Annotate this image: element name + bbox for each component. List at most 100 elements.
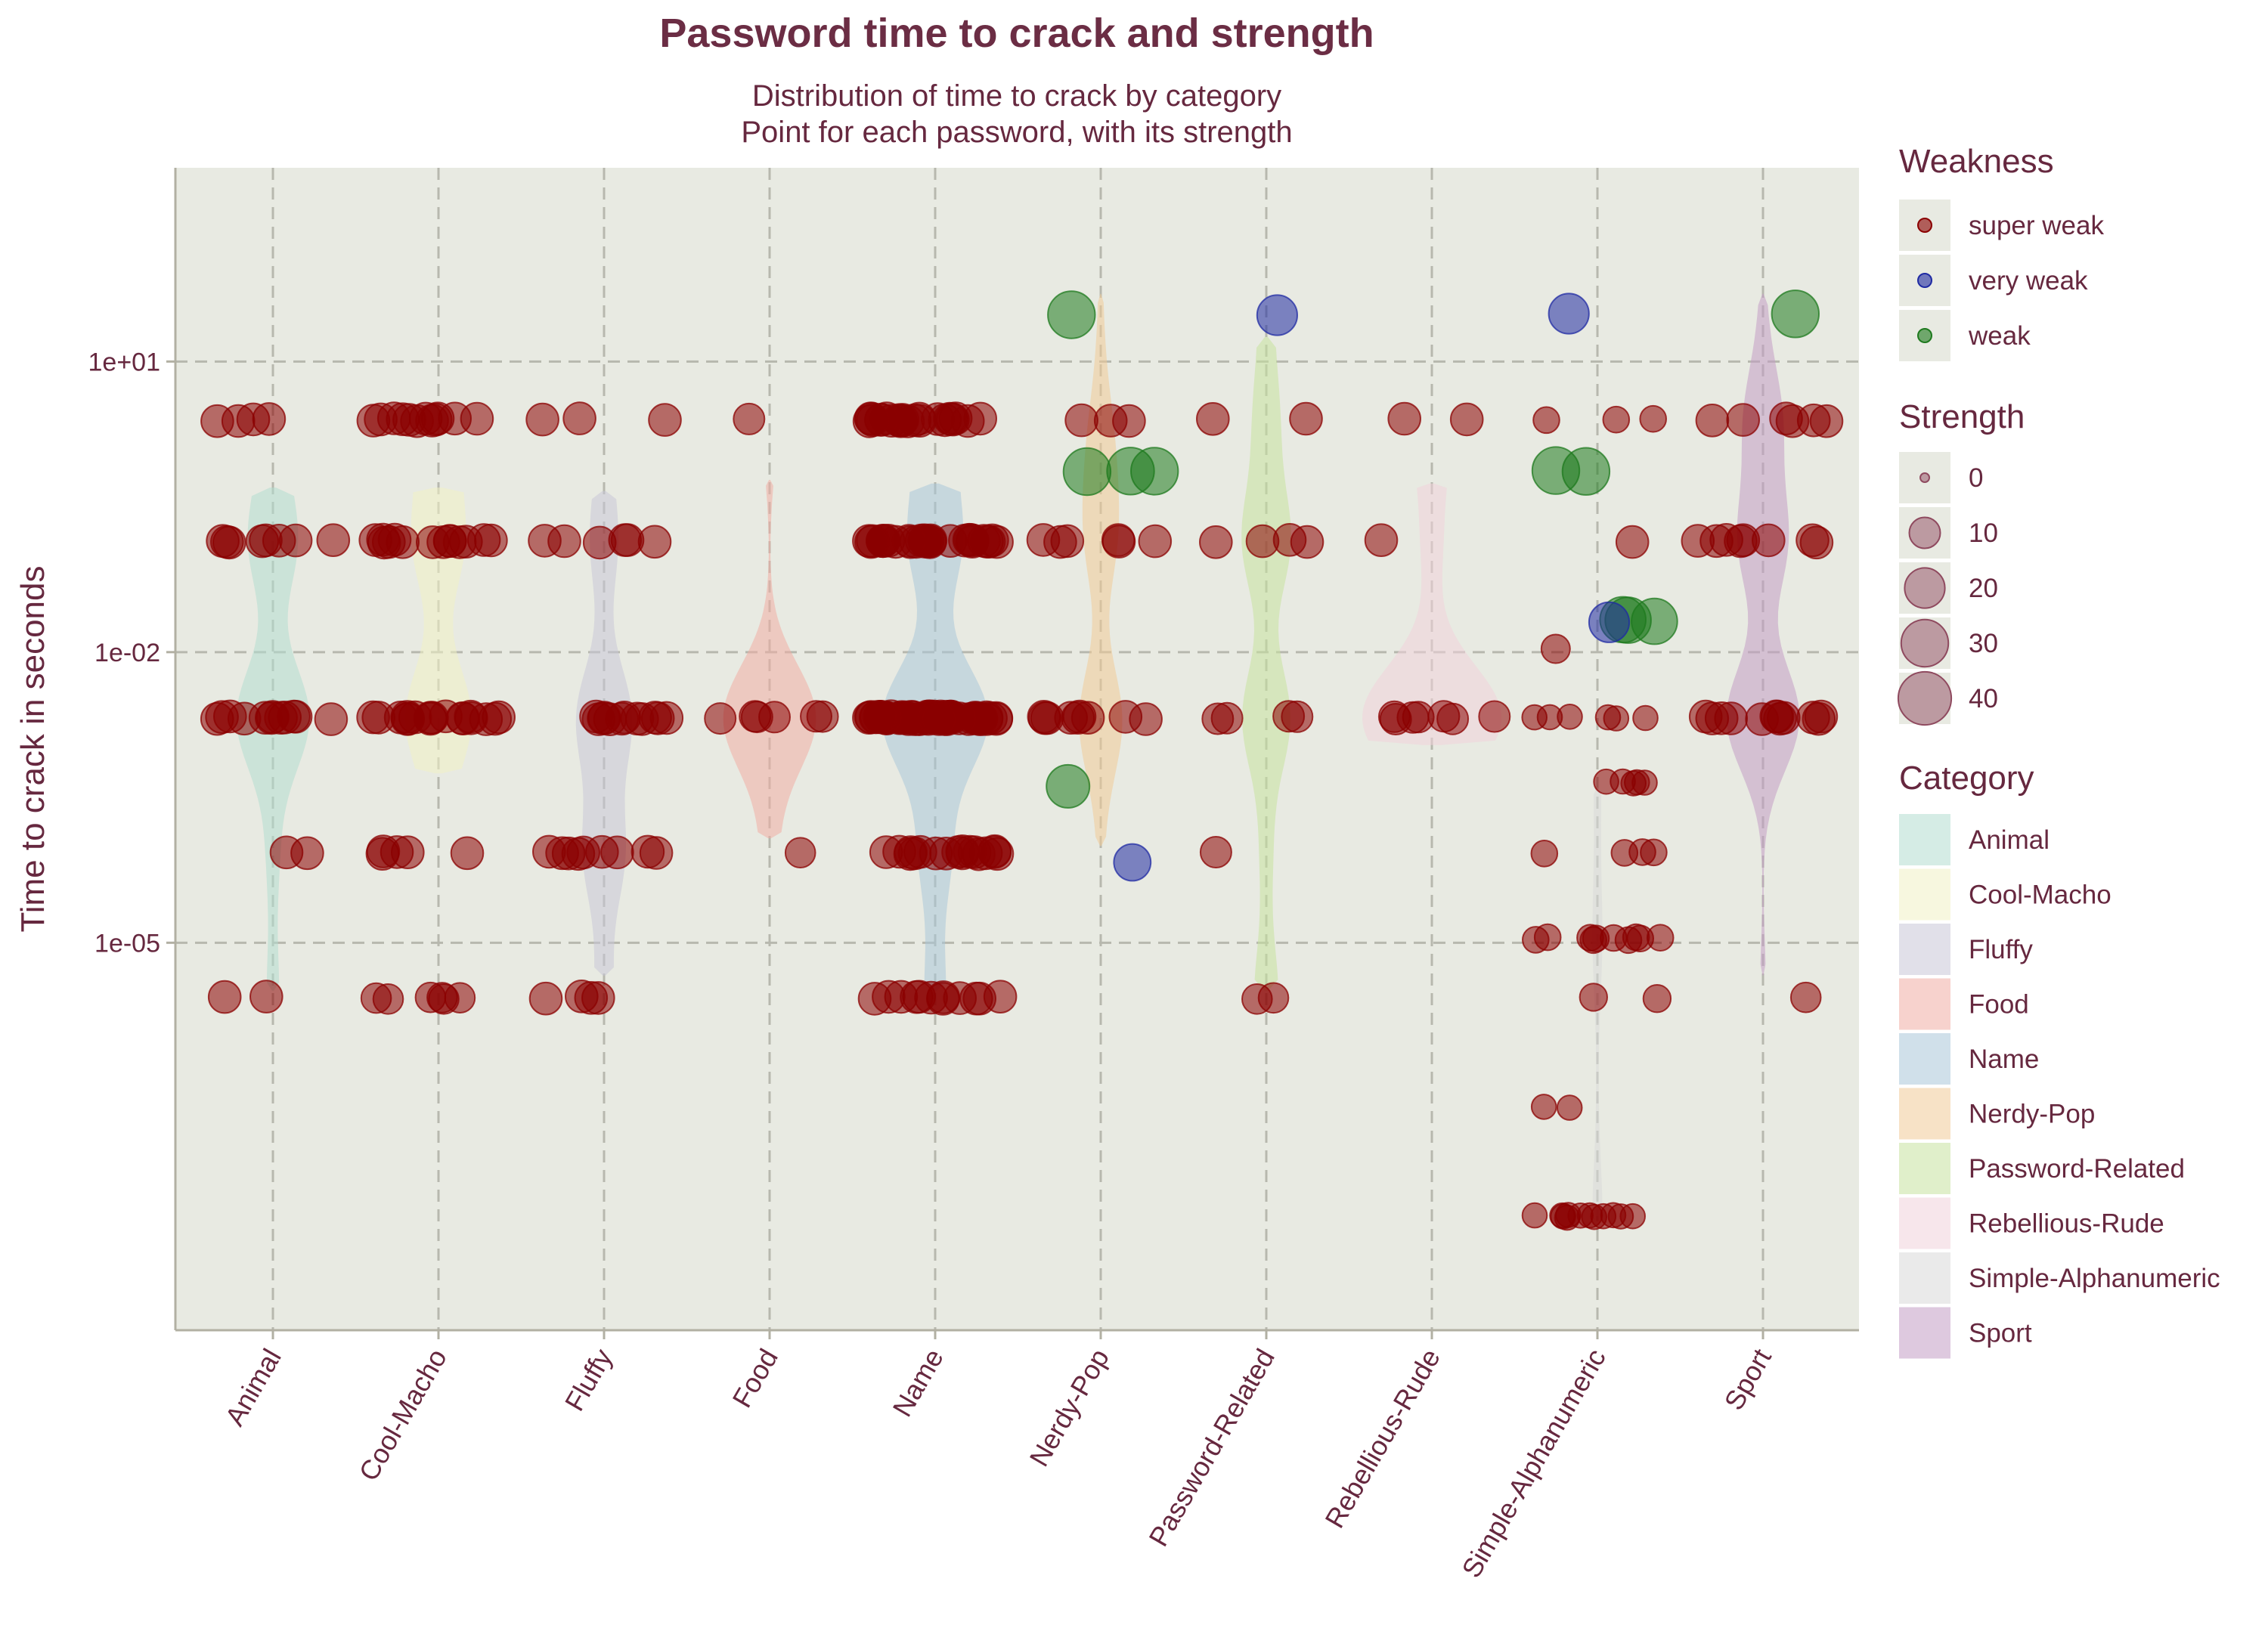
point-name (856, 403, 890, 438)
point-name (933, 401, 967, 436)
password-points (200, 289, 1844, 1231)
point-cool-macho (366, 522, 401, 557)
x-tick-label: Password-Related (1142, 1344, 1281, 1552)
point-cool-macho (466, 523, 501, 557)
point-simple-alphanumeric (1639, 404, 1667, 433)
legend-strength-label: 0 (1969, 463, 1983, 493)
point-animal (249, 980, 284, 1014)
point-nerdy-pop (1043, 525, 1077, 559)
point-nerdy-pop (1113, 843, 1152, 882)
point-fluffy (581, 981, 615, 1015)
point-simple-alphanumeric (1533, 923, 1562, 952)
point-animal (316, 523, 351, 558)
point-password-related (1257, 982, 1290, 1014)
legend-category-swatch (1899, 924, 1950, 975)
x-ticks: Animal Cool-Macho Fluffy Food Name Nerdy-Pop P… (218, 1330, 1777, 1583)
point-cool-macho (380, 835, 414, 869)
point-fluffy (585, 834, 619, 869)
point-password-related (1199, 836, 1232, 868)
legend-category-swatch (1899, 1252, 1950, 1304)
point-name (897, 836, 932, 871)
legend-strength-label: 10 (1969, 518, 1998, 548)
point-cool-macho (400, 404, 434, 438)
point-password-related (1289, 401, 1323, 436)
legend-category-label: Simple-Alphanumeric (1969, 1264, 2220, 1293)
y-ticks: 1e-05 1e-02 1e+01 (88, 348, 175, 958)
point-nerdy-pop (1101, 525, 1136, 559)
legend-category-label: Animal (1969, 825, 2050, 855)
legend-strength-label: 20 (1969, 574, 1998, 603)
point-food (733, 402, 766, 435)
point-animal (264, 701, 298, 735)
legend-category-label: Password-Related (1969, 1154, 2185, 1184)
point-cool-macho (426, 525, 460, 559)
legend-strength-swatch (1908, 516, 1941, 549)
point-simple-alphanumeric (1640, 838, 1668, 867)
point-simple-alphanumeric (1603, 705, 1630, 732)
point-simple-alphanumeric (1579, 983, 1609, 1012)
point-nerdy-pop (1064, 403, 1098, 438)
point-nerdy-pop (1062, 447, 1112, 497)
point-fluffy (547, 524, 581, 559)
x-tick-label: Animal (218, 1344, 287, 1431)
point-simple-alphanumeric (1588, 601, 1631, 643)
y-tick-label: 1e-02 (94, 639, 160, 667)
point-cool-macho (356, 700, 390, 735)
violin-password-related (1241, 336, 1291, 991)
point-password-related (1196, 402, 1230, 436)
legend-weakness-title: Weakness (1899, 143, 2054, 180)
legend-strength-swatch (1904, 567, 1946, 609)
point-food (800, 700, 832, 733)
x-tick-label: Food (726, 1344, 784, 1413)
point-simple-alphanumeric (1554, 1204, 1581, 1231)
legend-weakness-swatch (1917, 328, 1932, 343)
point-simple-alphanumeric (1631, 597, 1678, 645)
point-animal (213, 699, 247, 734)
point-sport (1699, 524, 1734, 559)
point-simple-alphanumeric (1646, 924, 1675, 952)
legend-category-swatch (1899, 1033, 1950, 1085)
y-axis-label: Time to crack in seconds (14, 566, 51, 933)
legend-category-swatch (1899, 1088, 1950, 1140)
point-animal (314, 702, 349, 736)
x-tick-label: Rebellious-Rude (1318, 1344, 1446, 1534)
legend: Weakness super weak very weak weak Strength 0… (1897, 143, 2220, 1359)
x-tick-label: Name (886, 1344, 950, 1422)
point-nerdy-pop (1106, 447, 1155, 496)
violin-name (881, 483, 989, 991)
legend-weakness-label: weak (1968, 321, 2031, 351)
legend-category-label: Fluffy (1969, 935, 2033, 964)
point-rebellious-rude (1387, 401, 1421, 436)
point-simple-alphanumeric (1579, 926, 1607, 955)
chart-subtitle-line-1: Distribution of time to crack by categor… (752, 79, 1281, 113)
point-cool-macho (356, 404, 391, 438)
point-cool-macho (450, 836, 485, 871)
legend-category-title: Category (1899, 760, 2034, 797)
point-simple-alphanumeric (1581, 1203, 1607, 1230)
point-name (891, 524, 926, 558)
point-animal (290, 836, 324, 871)
point-simple-alphanumeric (1561, 447, 1611, 496)
point-nerdy-pop (1129, 702, 1163, 736)
legend-category-label: Name (1969, 1045, 2039, 1074)
point-fluffy (639, 836, 674, 870)
x-tick-label: Nerdy-Pop (1023, 1344, 1115, 1472)
legend-category-label: Cool-Macho (1969, 881, 2112, 910)
point-cool-macho (390, 702, 425, 736)
point-simple-alphanumeric (1602, 405, 1631, 434)
point-food (784, 837, 816, 868)
legend-weakness-swatch (1917, 218, 1932, 233)
point-simple-alphanumeric (1548, 292, 1590, 335)
point-sport (1775, 404, 1810, 438)
point-simple-alphanumeric (1622, 923, 1650, 952)
point-sport (1745, 702, 1779, 736)
point-fluffy (587, 701, 621, 735)
point-simple-alphanumeric (1540, 633, 1571, 664)
point-simple-alphanumeric (1521, 1202, 1548, 1229)
legend-strength-label: 40 (1969, 684, 1998, 713)
point-fluffy (528, 981, 563, 1016)
point-cool-macho (446, 701, 480, 736)
point-simple-alphanumeric (1593, 768, 1619, 795)
point-password-related (1256, 294, 1299, 336)
point-nerdy-pop (1046, 763, 1091, 809)
